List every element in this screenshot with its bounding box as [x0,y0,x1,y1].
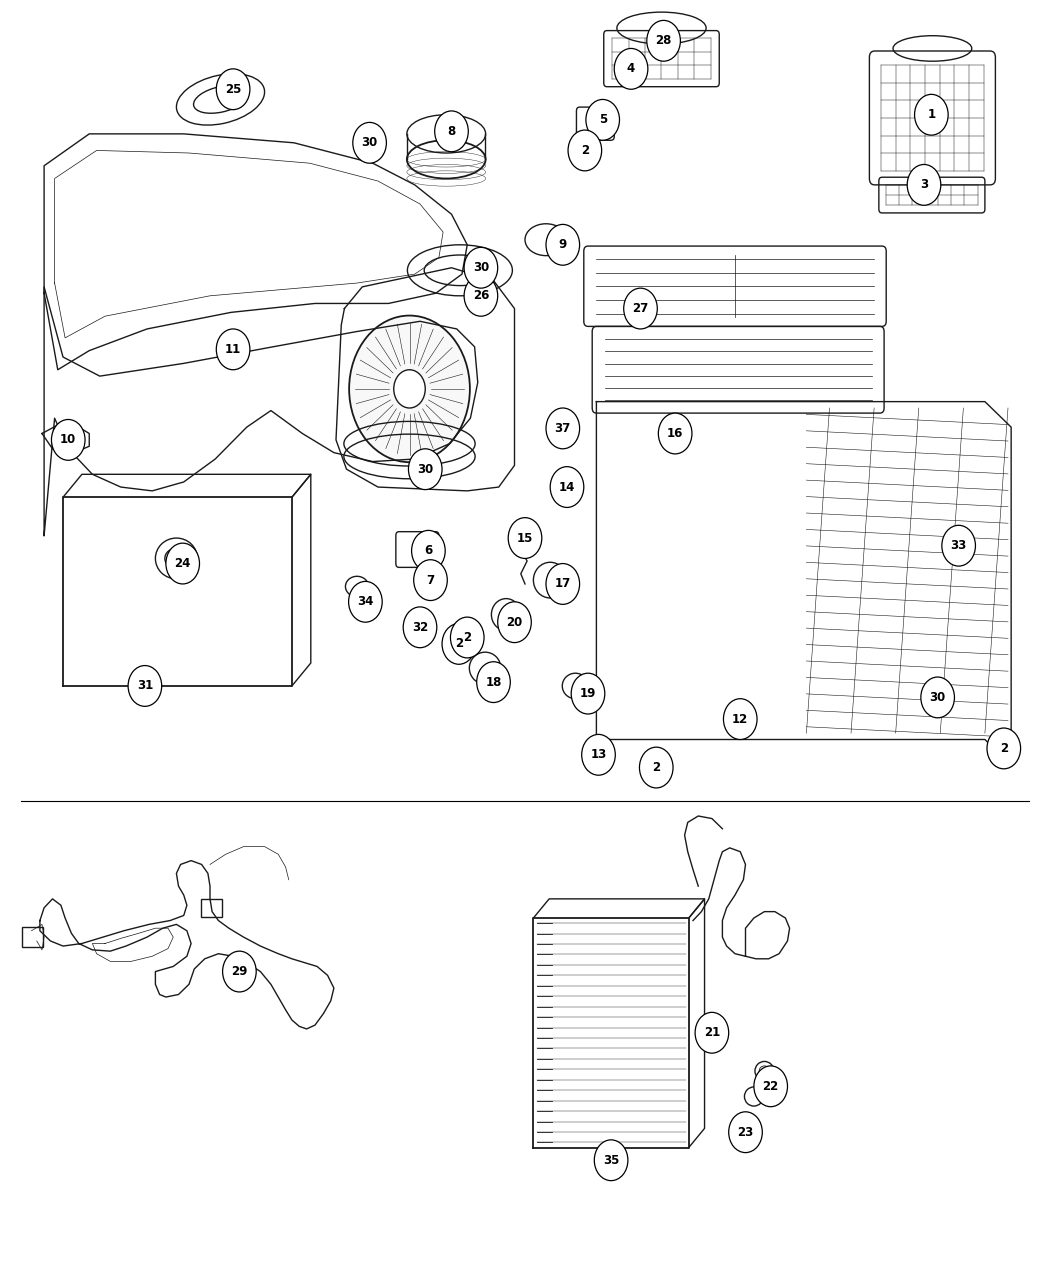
Text: 19: 19 [580,687,596,700]
Text: 11: 11 [225,343,242,356]
Circle shape [477,662,510,703]
Circle shape [546,408,580,449]
Text: 9: 9 [559,238,567,251]
Circle shape [546,564,580,604]
Circle shape [915,94,948,135]
Circle shape [353,122,386,163]
Ellipse shape [996,742,1011,755]
Circle shape [223,951,256,992]
Text: 30: 30 [361,136,378,149]
Circle shape [729,1112,762,1153]
Text: 4: 4 [627,62,635,75]
Text: 27: 27 [632,302,649,315]
Circle shape [435,111,468,152]
Ellipse shape [460,631,475,644]
Circle shape [412,530,445,571]
Text: 23: 23 [737,1126,754,1139]
Circle shape [987,728,1021,769]
Text: 5: 5 [598,113,607,126]
Ellipse shape [349,316,470,463]
Ellipse shape [394,370,425,408]
Circle shape [594,1140,628,1181]
Circle shape [582,734,615,775]
Text: 31: 31 [136,680,153,692]
Text: 10: 10 [60,434,77,446]
Circle shape [546,224,580,265]
Text: 35: 35 [603,1154,620,1167]
Text: 1: 1 [927,108,936,121]
Text: 2: 2 [652,761,660,774]
Circle shape [639,747,673,788]
Circle shape [571,673,605,714]
Text: 12: 12 [732,713,749,725]
Text: 20: 20 [506,616,523,629]
Text: 16: 16 [667,427,684,440]
Circle shape [647,20,680,61]
Text: 21: 21 [704,1026,720,1039]
Circle shape [403,607,437,648]
Circle shape [614,48,648,89]
Circle shape [414,560,447,601]
Text: 2: 2 [455,638,463,650]
Circle shape [550,467,584,507]
Text: 34: 34 [357,595,374,608]
Text: 24: 24 [174,557,191,570]
Circle shape [942,525,975,566]
Circle shape [907,164,941,205]
Text: 29: 29 [231,965,248,978]
Circle shape [508,518,542,558]
Circle shape [568,130,602,171]
Text: 22: 22 [762,1080,779,1093]
Text: 13: 13 [590,748,607,761]
Text: 15: 15 [517,532,533,544]
Circle shape [498,602,531,643]
Circle shape [624,288,657,329]
Text: 30: 30 [417,463,434,476]
Ellipse shape [578,144,592,157]
Text: 2: 2 [1000,742,1008,755]
Circle shape [349,581,382,622]
Circle shape [921,677,954,718]
Text: 25: 25 [225,83,242,96]
Circle shape [695,1012,729,1053]
Ellipse shape [452,638,466,650]
Circle shape [586,99,620,140]
Text: 30: 30 [472,261,489,274]
Text: 26: 26 [472,289,489,302]
Circle shape [658,413,692,454]
Text: 2: 2 [463,631,471,644]
Circle shape [128,666,162,706]
Text: 37: 37 [554,422,571,435]
Circle shape [166,543,200,584]
Circle shape [464,247,498,288]
Circle shape [450,617,484,658]
Text: 7: 7 [426,574,435,586]
Circle shape [464,275,498,316]
Ellipse shape [649,761,664,774]
Circle shape [754,1066,788,1107]
Circle shape [216,329,250,370]
Text: 17: 17 [554,578,571,590]
Text: 32: 32 [412,621,428,634]
Text: 8: 8 [447,125,456,138]
Circle shape [408,449,442,490]
Text: 14: 14 [559,481,575,493]
Circle shape [216,69,250,110]
Text: 3: 3 [920,179,928,191]
Text: 30: 30 [929,691,946,704]
Text: 6: 6 [424,544,433,557]
Text: 18: 18 [485,676,502,688]
Text: 33: 33 [950,539,967,552]
Circle shape [51,419,85,460]
Text: 2: 2 [581,144,589,157]
Circle shape [442,623,476,664]
Text: 28: 28 [655,34,672,47]
Circle shape [723,699,757,740]
